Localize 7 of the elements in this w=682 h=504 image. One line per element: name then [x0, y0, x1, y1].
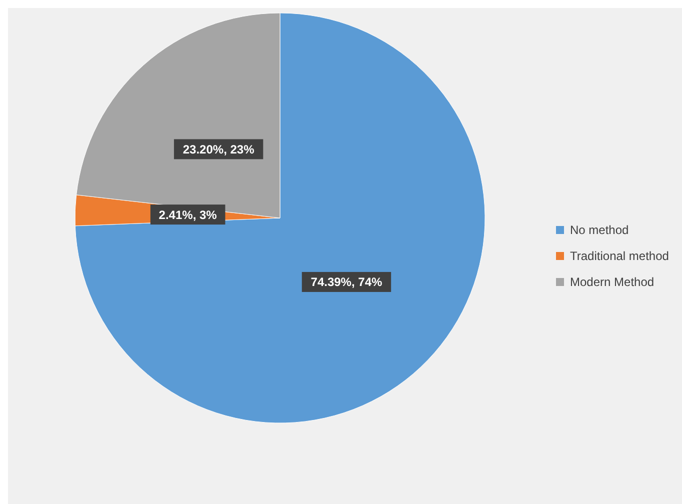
- legend-label: Traditional method: [570, 249, 669, 264]
- legend-label: No method: [570, 223, 629, 238]
- data-label: 74.39%, 74%: [310, 275, 382, 290]
- pie-slice: [74, 12, 486, 424]
- data-label: 23.20%, 23%: [182, 142, 255, 156]
- legend-label: Modern Method: [570, 275, 654, 290]
- data-label: 2.41%, 3%: [158, 208, 218, 222]
